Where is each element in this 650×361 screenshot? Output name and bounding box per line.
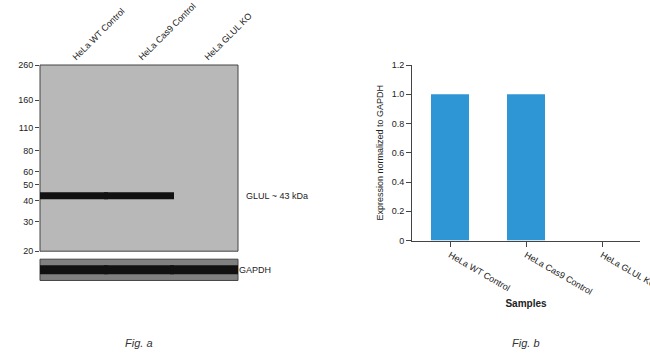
svg-text:30: 30 xyxy=(23,217,33,227)
svg-text:0.4: 0.4 xyxy=(392,177,405,187)
svg-text:80: 80 xyxy=(23,146,33,156)
svg-text:HeLa WT Control: HeLa WT Control xyxy=(71,6,127,62)
svg-text:GLUL ~ 43 kDa: GLUL ~ 43 kDa xyxy=(246,191,308,201)
svg-text:160: 160 xyxy=(18,95,33,105)
svg-text:20: 20 xyxy=(23,246,33,256)
svg-text:0.6: 0.6 xyxy=(392,148,405,158)
svg-text:Fig. a: Fig. a xyxy=(125,337,153,349)
svg-text:GAPDH: GAPDH xyxy=(239,265,271,275)
svg-text:Samples: Samples xyxy=(505,298,547,309)
svg-text:HeLa GLUL KO: HeLa GLUL KO xyxy=(203,11,254,62)
svg-text:HeLa Cas9 Control: HeLa Cas9 Control xyxy=(523,250,594,297)
svg-text:260: 260 xyxy=(18,60,33,70)
svg-text:0: 0 xyxy=(399,236,404,246)
svg-text:0.2: 0.2 xyxy=(392,206,405,216)
svg-text:HeLa WT Control: HeLa WT Control xyxy=(447,250,512,293)
svg-text:60: 60 xyxy=(23,167,33,177)
svg-text:HeLa Cas9 Control: HeLa Cas9 Control xyxy=(137,1,198,62)
svg-text:50: 50 xyxy=(23,180,33,190)
svg-text:HeLa GLUL KO: HeLa GLUL KO xyxy=(599,250,650,290)
svg-text:40: 40 xyxy=(23,196,33,206)
svg-text:Expression normalized to GAPDH: Expression normalized to GAPDH xyxy=(375,85,385,221)
svg-text:110: 110 xyxy=(19,123,33,133)
svg-text:Fig. b: Fig. b xyxy=(512,337,540,349)
svg-text:1.0: 1.0 xyxy=(392,89,405,99)
svg-text:0.8: 0.8 xyxy=(392,119,405,129)
svg-text:1.2: 1.2 xyxy=(392,60,405,70)
